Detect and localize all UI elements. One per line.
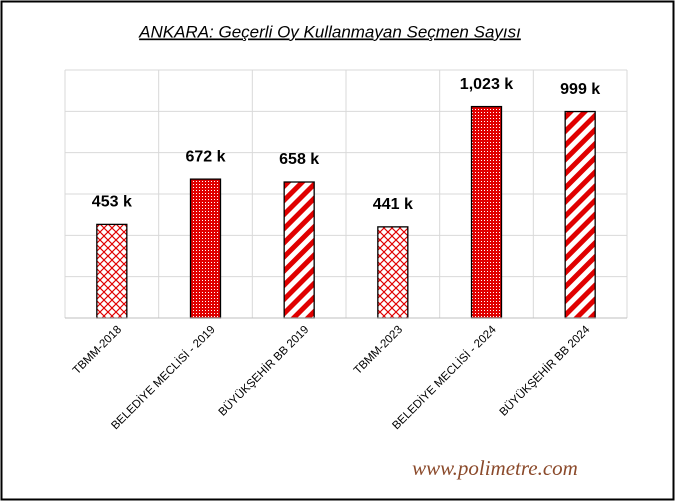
value-label: 658 k [279,151,319,168]
bar [564,110,596,319]
bar [189,178,222,319]
chart-title: ANKARA: Geçerli Oy Kullanmayan Seçmen Sa… [138,22,521,41]
value-label: 1,023 k [460,76,513,93]
bar [470,105,503,319]
bar [377,226,409,319]
watermark: www.polimetre.com [412,456,578,480]
value-label: 453 k [92,194,132,211]
value-label: 441 k [373,196,413,213]
value-label: 999 k [560,81,600,98]
value-label: 672 k [185,148,225,165]
bar [96,223,128,319]
bar [283,181,315,319]
